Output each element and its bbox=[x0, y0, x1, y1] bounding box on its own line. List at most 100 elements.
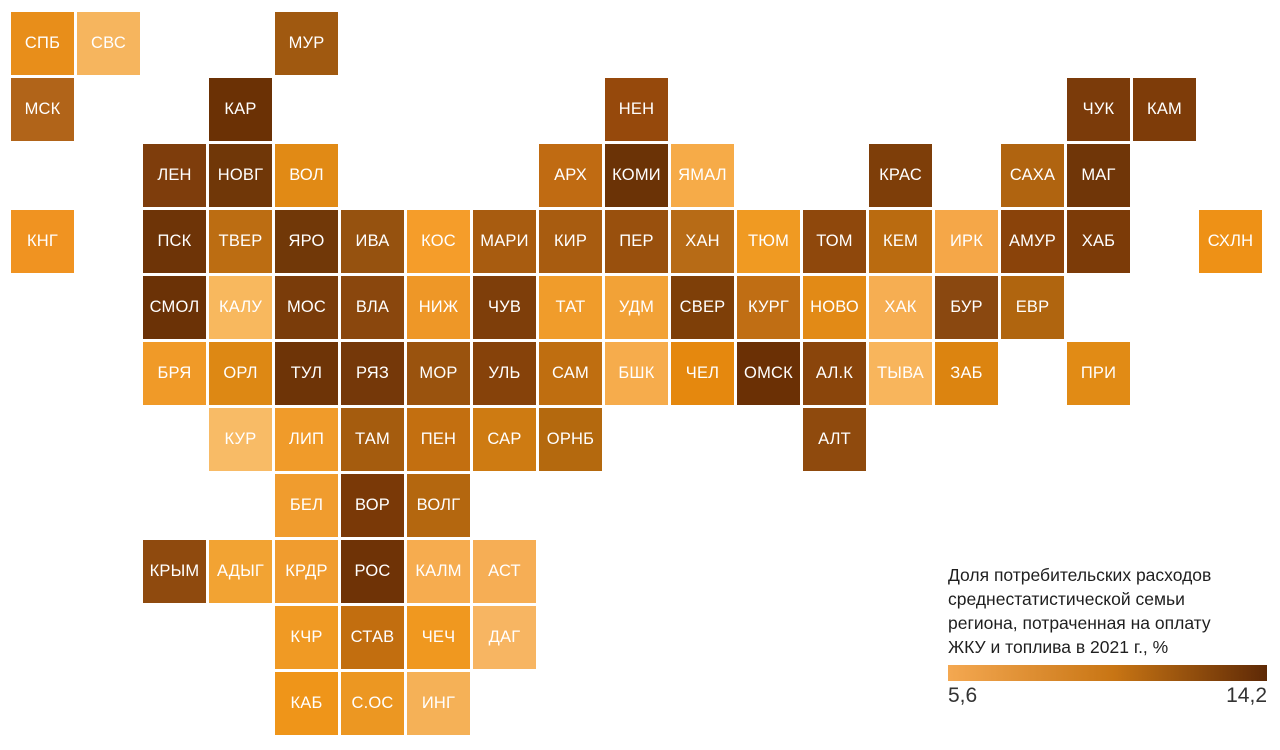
region-label: ЗАБ bbox=[950, 364, 983, 382]
region-label: МАГ bbox=[1081, 166, 1116, 184]
region-label: ЕВР bbox=[1015, 298, 1050, 316]
region-tile: ИРК bbox=[935, 210, 998, 273]
region-label: КУРГ bbox=[747, 298, 790, 316]
region-label: КЕМ bbox=[883, 232, 918, 250]
region-label: БШК bbox=[618, 364, 655, 382]
region-label: СХЛН bbox=[1207, 232, 1254, 250]
region-tile: КРДР bbox=[275, 540, 338, 603]
region-tile: КОС bbox=[407, 210, 470, 273]
region-tile: ПЕР bbox=[605, 210, 668, 273]
region-label: ОМСК bbox=[744, 364, 793, 382]
region-tile: СВЕР bbox=[671, 276, 734, 339]
region-label: НИЖ bbox=[418, 298, 459, 316]
region-label: ТАМ bbox=[355, 430, 390, 448]
region-tile: КОМИ bbox=[605, 144, 668, 207]
region-label: НЕН bbox=[618, 100, 655, 118]
region-label: КАР bbox=[224, 100, 257, 118]
region-tile: КЕМ bbox=[869, 210, 932, 273]
region-label: ТЮМ bbox=[747, 232, 790, 250]
region-tile: НИЖ bbox=[407, 276, 470, 339]
region-tile: КАМ bbox=[1133, 78, 1196, 141]
region-tile: МАРИ bbox=[473, 210, 536, 273]
region-label: ТАТ bbox=[555, 298, 586, 316]
region-tile: АДЫГ bbox=[209, 540, 272, 603]
region-tile: БЕЛ bbox=[275, 474, 338, 537]
region-tile: ЛЕН bbox=[143, 144, 206, 207]
region-tile: САХА bbox=[1001, 144, 1064, 207]
region-label: ВОЛГ bbox=[416, 496, 461, 514]
region-tile: ИВА bbox=[341, 210, 404, 273]
legend-min-label: 5,6 bbox=[948, 684, 978, 707]
region-tile: ПРИ bbox=[1067, 342, 1130, 405]
region-label: СВС bbox=[91, 34, 126, 52]
region-label: РОС bbox=[354, 562, 391, 580]
region-label: ОРНБ bbox=[546, 430, 595, 448]
region-tile: ХАН bbox=[671, 210, 734, 273]
region-tile: СХЛН bbox=[1199, 210, 1262, 273]
region-tile: КИР bbox=[539, 210, 602, 273]
region-tile: ТОМ bbox=[803, 210, 866, 273]
legend-gradient-bar bbox=[948, 665, 1267, 681]
region-tile: КАЛУ bbox=[209, 276, 272, 339]
region-label: ПЕН bbox=[420, 430, 457, 448]
region-tile: ЯМАЛ bbox=[671, 144, 734, 207]
region-tile: ТЫВА bbox=[869, 342, 932, 405]
region-tile: КРАС bbox=[869, 144, 932, 207]
region-tile: РЯЗ bbox=[341, 342, 404, 405]
region-label: БУР bbox=[950, 298, 983, 316]
region-tile: ТВЕР bbox=[209, 210, 272, 273]
region-label: ЧЕЛ bbox=[685, 364, 720, 382]
region-label: БРЯ bbox=[157, 364, 192, 382]
region-tile: САМ bbox=[539, 342, 602, 405]
region-tile: КНГ bbox=[11, 210, 74, 273]
region-tile: БШК bbox=[605, 342, 668, 405]
region-label: КАБ bbox=[290, 694, 323, 712]
region-label: ТЫВА bbox=[877, 364, 924, 382]
region-tile: ВЛА bbox=[341, 276, 404, 339]
region-tile: ОРЛ bbox=[209, 342, 272, 405]
region-tile: ПСК bbox=[143, 210, 206, 273]
legend-title-line: региона, потраченная на оплату bbox=[948, 613, 1211, 633]
region-label: СПБ bbox=[24, 34, 61, 52]
region-label: МОР bbox=[419, 364, 458, 382]
region-label: ПРИ bbox=[1080, 364, 1117, 382]
region-tile: КАЛМ bbox=[407, 540, 470, 603]
region-tile: МАГ bbox=[1067, 144, 1130, 207]
region-tile: АЛ.К bbox=[803, 342, 866, 405]
region-label: АЛ.К bbox=[815, 364, 854, 382]
region-tile: ТЮМ bbox=[737, 210, 800, 273]
region-label: КОМИ bbox=[612, 166, 661, 184]
region-label: КРАС bbox=[879, 166, 922, 184]
region-tile: МОР bbox=[407, 342, 470, 405]
region-label: ТВЕР bbox=[218, 232, 263, 250]
region-label: УДМ bbox=[618, 298, 655, 316]
region-label: ЯМАЛ bbox=[678, 166, 727, 184]
region-label: ЧУК bbox=[1082, 100, 1115, 118]
region-tile: ТАМ bbox=[341, 408, 404, 471]
region-label: КИР bbox=[553, 232, 588, 250]
region-label: ВОР bbox=[355, 496, 390, 514]
region-tile: УДМ bbox=[605, 276, 668, 339]
region-label: ВОЛ bbox=[289, 166, 324, 184]
region-tile: ЧУВ bbox=[473, 276, 536, 339]
region-tile: КАР bbox=[209, 78, 272, 141]
region-label: СТАВ bbox=[350, 628, 395, 646]
region-label: ДАГ bbox=[488, 628, 521, 646]
region-tile: МСК bbox=[11, 78, 74, 141]
region-label: КРДР bbox=[285, 562, 328, 580]
region-label: ИНГ bbox=[421, 694, 456, 712]
region-label: СВЕР bbox=[679, 298, 726, 316]
region-label: САМ bbox=[552, 364, 589, 382]
region-label: ХАК bbox=[884, 298, 917, 316]
region-tile: НОВГ bbox=[209, 144, 272, 207]
region-label: КАМ bbox=[1147, 100, 1182, 118]
region-tile: КАБ bbox=[275, 672, 338, 735]
region-label: КАЛМ bbox=[415, 562, 462, 580]
region-tile: МУР bbox=[275, 12, 338, 75]
region-tile: АРХ bbox=[539, 144, 602, 207]
legend-max-label: 14,2 bbox=[1226, 684, 1267, 707]
region-label: РЯЗ bbox=[355, 364, 390, 382]
region-tile: ХАБ bbox=[1067, 210, 1130, 273]
legend-scale-labels: 5,6 14,2 bbox=[948, 684, 1267, 708]
